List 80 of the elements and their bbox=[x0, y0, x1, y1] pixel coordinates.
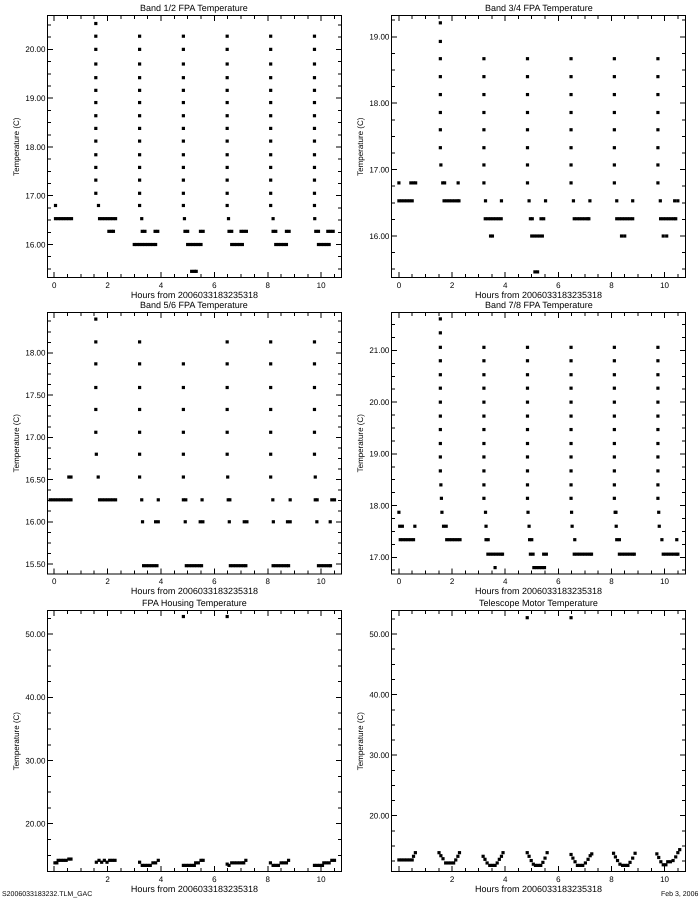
x-tick-label: 8 bbox=[266, 576, 271, 586]
y-axis-title: Temperature (C) bbox=[356, 117, 366, 176]
y-tick-label: 18.00 bbox=[369, 99, 390, 108]
y-tick-label: 18.00 bbox=[25, 348, 46, 358]
x-tick-label: 8 bbox=[609, 280, 614, 290]
x-tick-label: 6 bbox=[556, 874, 562, 884]
x-tick-label: 0 bbox=[52, 576, 57, 586]
x-tick-label: 10 bbox=[316, 280, 326, 290]
y-tick-label: 20.00 bbox=[369, 812, 390, 821]
x-tick-label: 6 bbox=[212, 280, 218, 290]
x-tick-label: 2 bbox=[105, 874, 110, 884]
y-tick-label: 19.00 bbox=[25, 94, 46, 103]
chart-title: Band 3/4 FPA Temperature bbox=[485, 3, 593, 13]
x-tick-label: 0 bbox=[52, 280, 57, 290]
x-axis-title: Hours from 2006033183235318 bbox=[474, 586, 602, 596]
x-tick-label: 8 bbox=[266, 280, 271, 290]
x-tick-label: 6 bbox=[212, 576, 218, 586]
y-tick-label: 20.00 bbox=[25, 820, 46, 828]
x-tick-label: 8 bbox=[609, 576, 614, 586]
y-tick-label: 20.00 bbox=[25, 45, 46, 54]
y-tick-label: 18.00 bbox=[25, 142, 46, 152]
x-tick-label: 4 bbox=[502, 874, 508, 884]
x-axis-title: Hours from 2006033183235318 bbox=[474, 290, 602, 300]
chart-title: Telescope Motor Temperature bbox=[479, 598, 598, 608]
x-tick-label: 4 bbox=[502, 576, 508, 586]
x-tick-label: 4 bbox=[158, 874, 164, 884]
y-axis-title: Temperature (C) bbox=[12, 712, 22, 770]
y-tick-label: 16.00 bbox=[25, 518, 46, 527]
x-tick-label: 4 bbox=[502, 280, 508, 290]
x-tick-label: 2 bbox=[450, 576, 455, 586]
y-axis-title: Temperature (C) bbox=[12, 414, 22, 472]
x-tick-label: 4 bbox=[158, 576, 164, 586]
x-axis-title: Hours from 2006033183235318 bbox=[474, 884, 602, 894]
y-tick-label: 18.00 bbox=[369, 501, 390, 510]
y-axis-title: Temperature (C) bbox=[356, 414, 366, 472]
y-tick-label: 17.00 bbox=[25, 192, 46, 201]
y-tick-label: 17.00 bbox=[25, 433, 46, 442]
x-tick-label: 10 bbox=[660, 874, 670, 884]
x-tick-label: 10 bbox=[660, 280, 670, 290]
x-axis-title: Hours from 2006033183235318 bbox=[130, 884, 258, 894]
x-tick-label: 2 bbox=[105, 576, 110, 586]
y-tick-label: 50.00 bbox=[25, 630, 46, 640]
x-tick-label: 0 bbox=[396, 576, 402, 586]
y-tick-label: 17.00 bbox=[369, 553, 390, 562]
y-axis-title: Temperature (C) bbox=[12, 117, 22, 176]
y-tick-label: 15.50 bbox=[25, 560, 46, 569]
x-tick-label: 10 bbox=[316, 576, 326, 586]
x-tick-label: 10 bbox=[316, 874, 326, 884]
y-tick-label: 17.50 bbox=[25, 390, 46, 400]
y-tick-label: 20.00 bbox=[369, 398, 390, 407]
x-tick-label: 10 bbox=[660, 576, 670, 586]
y-tick-label: 16.00 bbox=[25, 240, 46, 250]
x-tick-label: 6 bbox=[556, 280, 562, 290]
y-tick-label: 40.00 bbox=[369, 690, 390, 700]
x-tick-label: 6 bbox=[556, 576, 562, 586]
x-tick-label: 2 bbox=[450, 280, 455, 290]
x-tick-label: 2 bbox=[105, 280, 110, 290]
x-tick-label: 4 bbox=[158, 280, 164, 290]
x-tick-label: 8 bbox=[266, 874, 271, 884]
y-tick-label: 16.00 bbox=[369, 232, 390, 241]
y-tick-label: 19.00 bbox=[369, 450, 390, 459]
chart-title: Band 1/2 FPA Temperature bbox=[140, 3, 248, 13]
y-tick-label: 30.00 bbox=[25, 756, 46, 766]
chart-title: Band 7/8 FPA Temperature bbox=[485, 300, 593, 310]
x-tick-label: 0 bbox=[396, 280, 402, 290]
chart-title: FPA Housing Temperature bbox=[142, 598, 247, 608]
y-tick-label: 16.50 bbox=[25, 475, 46, 484]
y-tick-label: 40.00 bbox=[25, 693, 46, 702]
x-tick-label: 2 bbox=[450, 874, 455, 884]
x-tick-label: 8 bbox=[609, 874, 614, 884]
y-tick-label: 50.00 bbox=[369, 630, 390, 639]
x-axis-title: Hours from 2006033183235318 bbox=[130, 586, 258, 596]
x-axis-title: Hours from 2006033183235318 bbox=[130, 290, 258, 300]
y-tick-label: 21.00 bbox=[369, 346, 390, 356]
y-tick-label: 19.00 bbox=[369, 32, 390, 42]
x-tick-label: 6 bbox=[212, 874, 218, 884]
y-tick-label: 17.00 bbox=[369, 165, 390, 174]
y-axis-title: Temperature (C) bbox=[356, 712, 366, 770]
y-tick-label: 30.00 bbox=[369, 750, 390, 760]
chart-title: Band 5/6 FPA Temperature bbox=[140, 300, 248, 310]
